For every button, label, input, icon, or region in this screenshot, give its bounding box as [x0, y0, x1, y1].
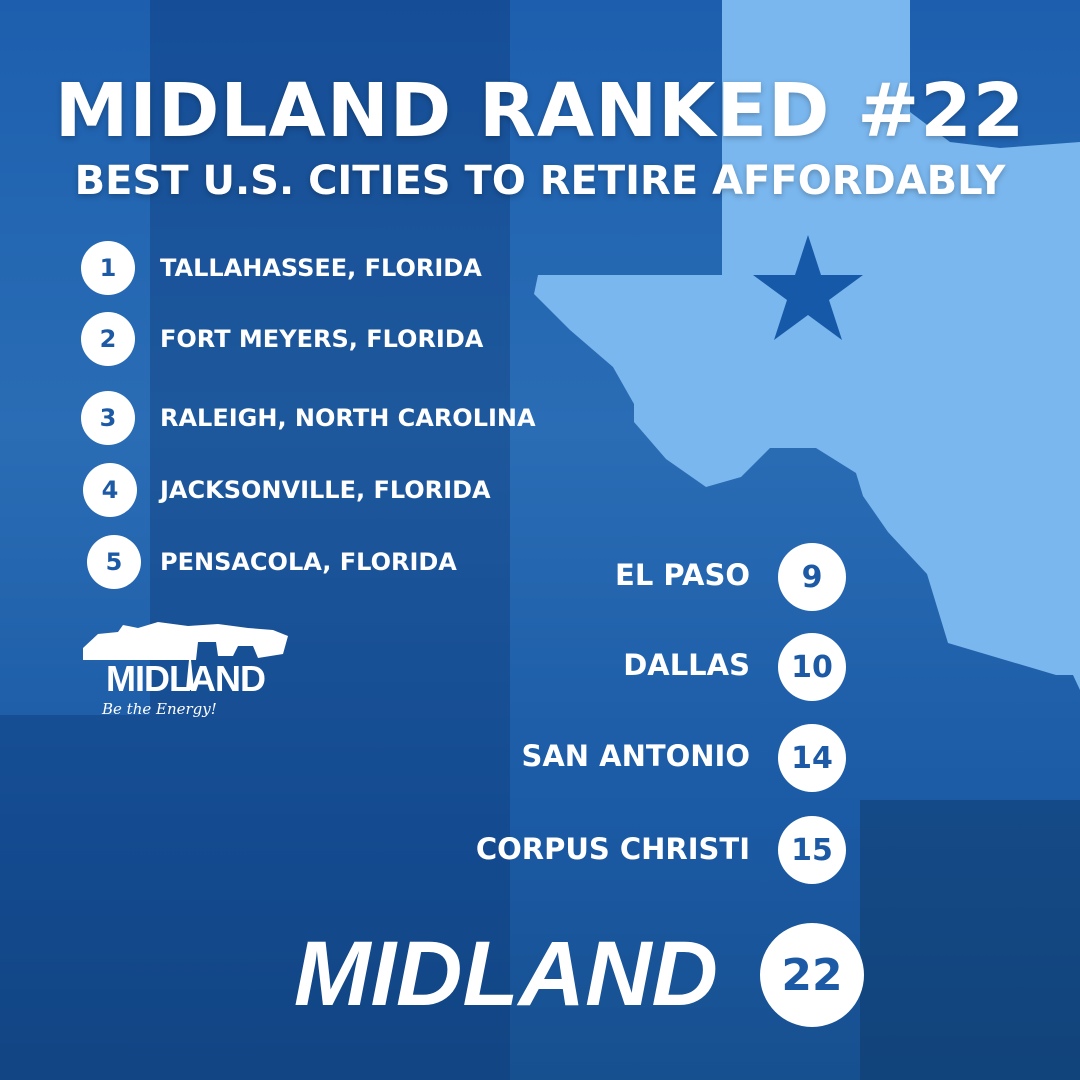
page-title: MIDLAND RANKED #22	[54, 68, 1026, 154]
midland-logo: MIDLAND Be the Energy!	[78, 620, 298, 720]
city-label: RALEIGH, NORTH CAROLINA	[160, 404, 536, 432]
rank-badge: 14	[778, 724, 846, 792]
texas-city-label: EL PASO	[615, 558, 750, 592]
rank-badge: 4	[83, 463, 137, 517]
skyline-icon	[83, 622, 288, 690]
rank-badge: 10	[778, 633, 846, 701]
city-label: PENSACOLA, FLORIDA	[160, 548, 457, 576]
texas-city-label: CORPUS CHRISTI	[475, 832, 750, 866]
rank-badge: 1	[81, 241, 135, 295]
rank-badge: 9	[778, 543, 846, 611]
texas-city-label: SAN ANTONIO	[521, 739, 750, 773]
texas-city-label: DALLAS	[623, 648, 750, 682]
page-subtitle: BEST U.S. CITIES TO RETIRE AFFORDABLY	[74, 158, 1006, 204]
background-building	[150, 0, 510, 1080]
highlight-rank-badge: 22	[760, 923, 864, 1027]
rank-badge: 3	[81, 391, 135, 445]
city-label: FORT MEYERS, FLORIDA	[160, 325, 484, 353]
star-icon	[753, 235, 863, 340]
logo-tagline: Be the Energy!	[102, 700, 217, 718]
highlight-city: MIDLAND	[293, 923, 718, 1025]
rank-badge: 5	[87, 535, 141, 589]
rank-badge: 2	[81, 312, 135, 366]
background-building	[0, 715, 150, 1080]
background-trees	[860, 800, 1080, 1080]
city-label: TALLAHASSEE, FLORIDA	[160, 254, 482, 282]
logo-wordmark: MIDLAND	[106, 658, 266, 699]
city-label: JACKSONVILLE, FLORIDA	[160, 476, 491, 504]
texas-shape	[534, 0, 1080, 690]
rank-badge: 15	[778, 816, 846, 884]
